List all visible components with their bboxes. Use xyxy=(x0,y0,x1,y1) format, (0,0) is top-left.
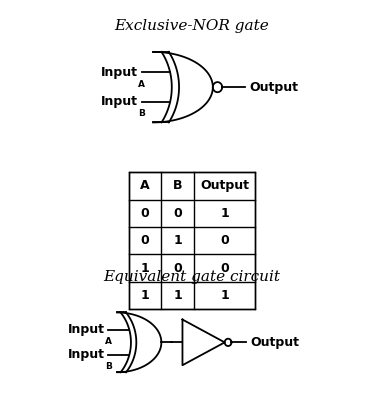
Text: B: B xyxy=(105,362,112,371)
Text: 1: 1 xyxy=(220,207,229,220)
Text: 1: 1 xyxy=(173,234,182,247)
Text: A: A xyxy=(140,179,150,193)
Text: 1: 1 xyxy=(141,261,149,275)
Text: 0: 0 xyxy=(220,261,229,275)
Text: 0: 0 xyxy=(173,261,182,275)
Text: Exclusive-NOR gate: Exclusive-NOR gate xyxy=(115,19,269,33)
Text: Equivalent gate circuit: Equivalent gate circuit xyxy=(104,270,280,284)
Text: 1: 1 xyxy=(173,289,182,302)
Text: B: B xyxy=(173,179,182,193)
Text: 1: 1 xyxy=(141,289,149,302)
Text: Output: Output xyxy=(250,336,299,349)
Text: Input: Input xyxy=(67,349,104,361)
Text: 1: 1 xyxy=(220,289,229,302)
Text: A: A xyxy=(105,337,112,346)
Bar xyxy=(129,172,255,309)
Text: 0: 0 xyxy=(220,234,229,247)
Text: Output: Output xyxy=(200,179,249,193)
Text: 0: 0 xyxy=(141,234,149,247)
Text: 0: 0 xyxy=(173,207,182,220)
Text: A: A xyxy=(138,80,145,89)
Text: Input: Input xyxy=(101,95,138,108)
Text: 0: 0 xyxy=(141,207,149,220)
Text: Input: Input xyxy=(101,66,138,79)
Text: B: B xyxy=(138,110,145,118)
Text: Input: Input xyxy=(67,323,104,336)
Text: Output: Output xyxy=(249,81,298,94)
